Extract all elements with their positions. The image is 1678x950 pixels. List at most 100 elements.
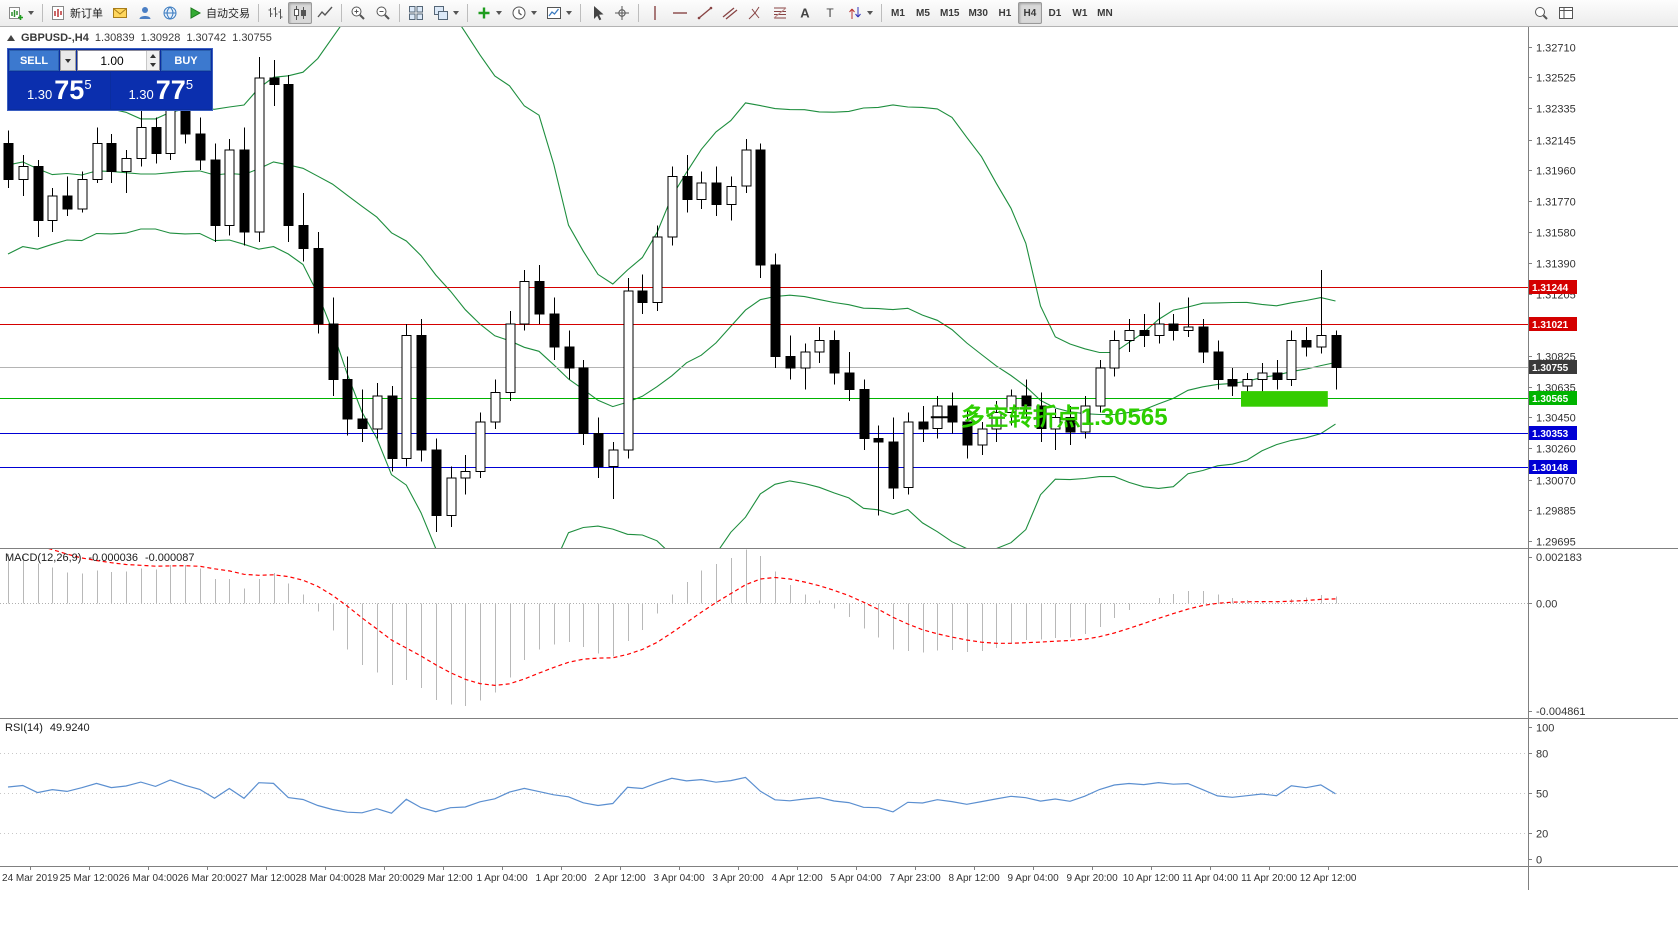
tile-windows-button[interactable] — [404, 2, 428, 24]
new-chart-button[interactable] — [4, 2, 38, 24]
timeframe-w1-button[interactable]: W1 — [1068, 2, 1092, 24]
svg-text:1 Apr 04:00: 1 Apr 04:00 — [477, 873, 529, 884]
rsi-indicator-panel[interactable]: 100 80 50 20 0 RSI(14) 49.9240 — [0, 718, 1678, 866]
main-chart-panel[interactable]: 1.32710 1.32525 1.32335 1.32145 1.31960 1.317… — [0, 27, 1678, 548]
text-button[interactable]: A — [793, 2, 817, 24]
svg-text:12 Apr 12:00: 12 Apr 12:00 — [1300, 873, 1357, 884]
annotation-text[interactable]: 多空转折点1.30565 — [961, 403, 1168, 431]
buy-price-pip: 5 — [185, 77, 194, 92]
sell-price[interactable]: 1.30 75 5 — [9, 72, 110, 109]
svg-text:11 Apr 20:00: 11 Apr 20:00 — [1241, 873, 1297, 884]
line-chart-icon — [317, 5, 333, 21]
fibonacci-retracement-button[interactable] — [768, 2, 792, 24]
svg-text:A: A — [800, 6, 810, 21]
svg-text:1.32335: 1.32335 — [1536, 104, 1576, 116]
andrews-pitchfork-button[interactable] — [743, 2, 767, 24]
volume-decrease-button[interactable] — [147, 60, 159, 70]
svg-text:3 Apr 04:00: 3 Apr 04:00 — [654, 873, 706, 884]
period-icon — [511, 5, 527, 21]
dropdown-caret-icon[interactable] — [28, 11, 34, 15]
macd-chart[interactable]: 0.002183 0.00 -0.004861 — [0, 549, 1678, 718]
dropdown-caret-icon[interactable] — [453, 11, 459, 15]
button-label: W1 — [1072, 7, 1088, 19]
zoom-out-button[interactable] — [371, 2, 395, 24]
dropdown-caret-icon[interactable] — [867, 11, 873, 15]
timeframe-m1-button[interactable]: M1 — [886, 2, 910, 24]
price-axis[interactable]: 1.32710 1.32525 1.32335 1.32145 1.31960 1.317… — [1528, 27, 1576, 548]
timeframe-h1-button[interactable]: H1 — [993, 2, 1017, 24]
rsi-chart[interactable]: 100 80 50 20 0 — [0, 719, 1678, 866]
macd-indicator-panel[interactable]: 0.002183 0.00 -0.004861 MACD(12,26,9) -0.0… — [0, 548, 1678, 718]
arrow-objects-button[interactable] — [843, 2, 877, 24]
crosshair-button[interactable] — [610, 2, 634, 24]
highlight-rectangle[interactable] — [1241, 391, 1328, 407]
svg-text:5 Apr 04:00: 5 Apr 04:00 — [831, 873, 883, 884]
equidistant-channel-button[interactable] — [718, 2, 742, 24]
timeframe-m15-button[interactable]: M15 — [936, 2, 963, 24]
timeframe-m30-button[interactable]: M30 — [964, 2, 991, 24]
dropdown-caret-icon[interactable] — [496, 11, 502, 15]
text-label-button[interactable]: T — [818, 2, 842, 24]
toolbar-separator — [399, 4, 400, 22]
new-order-icon — [51, 5, 67, 21]
volume-dropdown-button[interactable] — [60, 50, 76, 71]
svg-text:1.30755: 1.30755 — [1532, 363, 1569, 374]
timeframe-m5-button[interactable]: M5 — [911, 2, 935, 24]
mailbox-button[interactable] — [108, 2, 132, 24]
cursor-button[interactable] — [585, 2, 609, 24]
vertical-line-button[interactable] — [643, 2, 667, 24]
button-label: D1 — [1048, 7, 1062, 19]
rsi-axis[interactable]: 100 80 50 20 0 — [0, 719, 1554, 866]
svg-text:24 Mar 2019: 24 Mar 2019 — [2, 873, 59, 884]
svg-text:29 Mar 12:00: 29 Mar 12:00 — [414, 873, 473, 884]
data-window-button[interactable] — [1554, 2, 1578, 24]
profile-button[interactable] — [133, 2, 157, 24]
macd-axis[interactable]: 0.002183 0.00 -0.004861 — [1528, 549, 1586, 718]
trendline-button[interactable] — [693, 2, 717, 24]
timeframe-h4-button[interactable]: H4 — [1017, 2, 1042, 24]
zoom-in-button[interactable] — [346, 2, 370, 24]
toolbar-separator — [341, 4, 342, 22]
timeframe-mn-button[interactable]: MN — [1093, 2, 1117, 24]
dropdown-caret-icon[interactable] — [566, 11, 572, 15]
chevron-up-icon — [150, 53, 156, 58]
bar-chart-button[interactable] — [263, 2, 287, 24]
chart-header: GBPUSD-,H4 1.30839 1.30928 1.30742 1.307… — [7, 32, 272, 44]
add-indicator-button[interactable] — [472, 2, 506, 24]
svg-text:100: 100 — [1536, 723, 1554, 735]
cursor-icon — [589, 5, 605, 21]
candlestick-chart-button[interactable] — [288, 2, 312, 24]
horizontal-line-button[interactable] — [668, 2, 692, 24]
horizontal-line-icon — [672, 5, 688, 21]
template-button[interactable] — [542, 2, 576, 24]
svg-text:1.31770: 1.31770 — [1536, 197, 1576, 209]
sell-price-pip: 5 — [84, 77, 92, 92]
search-button[interactable] — [1529, 2, 1553, 24]
volume-increase-button[interactable] — [147, 51, 159, 61]
toolbar-group-zoom — [346, 2, 395, 24]
dropdown-caret-icon[interactable] — [531, 11, 537, 15]
buy-price[interactable]: 1.30 77 5 — [110, 72, 211, 109]
time-axis[interactable]: 24 Mar 2019 25 Mar 12:00 26 Mar 04:00 26 Ma… — [0, 866, 1678, 895]
svg-text:1.29695: 1.29695 — [1536, 537, 1576, 549]
buy-button[interactable]: BUY — [161, 50, 211, 71]
period-selector-button[interactable] — [507, 2, 541, 24]
collapse-panel-icon[interactable] — [7, 35, 15, 41]
svg-text:10 Apr 12:00: 10 Apr 12:00 — [1123, 873, 1180, 884]
line-chart-button[interactable] — [313, 2, 337, 24]
channel-icon — [722, 5, 738, 21]
community-button[interactable] — [158, 2, 182, 24]
text-icon: A — [797, 5, 813, 21]
auto-arrange-button[interactable] — [429, 2, 463, 24]
timeframe-d1-button[interactable]: D1 — [1043, 2, 1067, 24]
svg-text:9 Apr 20:00: 9 Apr 20:00 — [1067, 873, 1119, 884]
candlestick-chart[interactable]: 1.32710 1.32525 1.32335 1.32145 1.31960 1.317… — [0, 27, 1678, 548]
toolbar-group-indicators — [472, 2, 576, 24]
horizontal-lines[interactable] — [0, 287, 1528, 468]
auto-trading-button[interactable]: 自动交易 — [183, 2, 254, 24]
new-order-button[interactable]: 新订单 — [47, 2, 107, 24]
svg-text:1.30148: 1.30148 — [1532, 463, 1569, 474]
sell-button[interactable]: SELL — [9, 50, 59, 71]
volume-input[interactable] — [78, 51, 146, 70]
